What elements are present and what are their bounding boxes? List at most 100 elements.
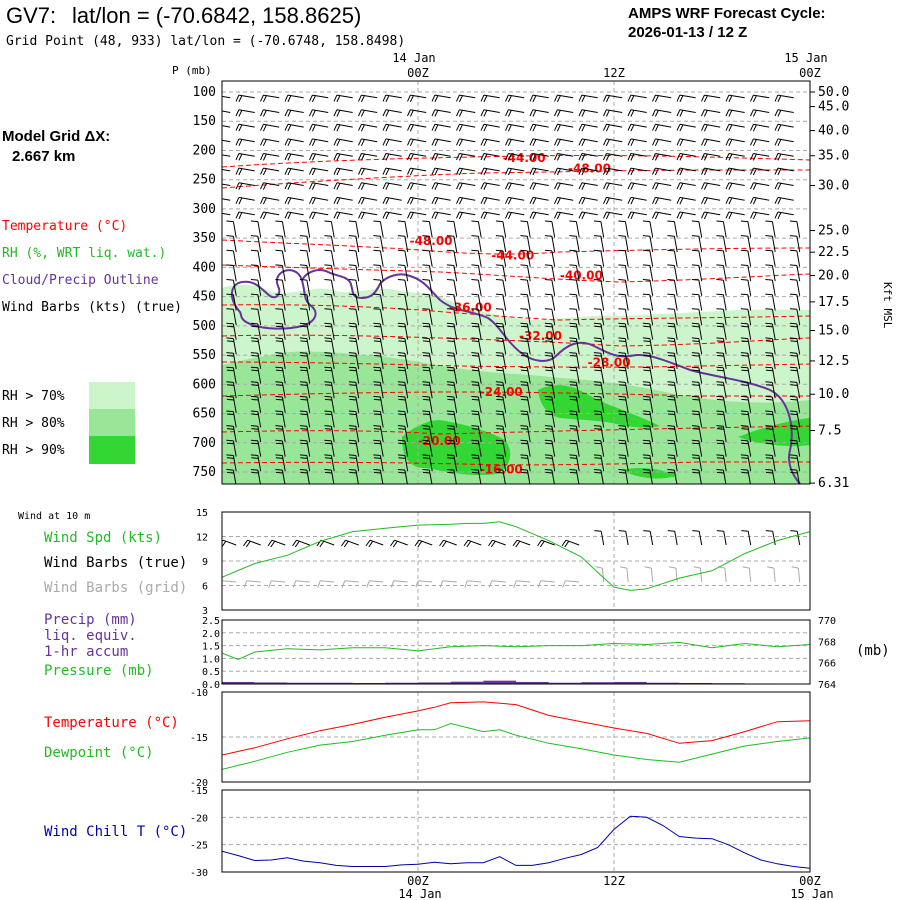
upper-wind-barb: [554, 182, 574, 190]
upper-wind-barb: [642, 322, 654, 340]
upper-wind-barb: [520, 395, 531, 413]
upper-wind-barb: [324, 395, 335, 413]
upper-wind-barb: [431, 153, 451, 161]
upper-wind-barb: [348, 279, 360, 296]
upper-wind-barb: [544, 410, 556, 428]
upper-wind-barb: [789, 469, 800, 484]
upper-wind-barb: [789, 366, 801, 384]
upper-wind-barb: [520, 469, 531, 484]
upper-wind-barb: [446, 308, 458, 326]
upper-wind-barb: [495, 220, 507, 238]
upper-wind-barb: [235, 94, 255, 103]
upper-wind-barb: [789, 395, 801, 413]
upper-wind-barb: [691, 410, 703, 428]
upper-wind-barb: [740, 469, 751, 484]
upper-wind-barb: [765, 264, 776, 282]
upper-wind-barb: [446, 439, 458, 457]
windchill-frame: [221, 789, 811, 873]
upper-wind-barb: [618, 322, 629, 340]
panel-tick-label: 12: [196, 533, 208, 544]
upper-wind-barb: [250, 439, 262, 457]
upper-wind-barb: [716, 469, 727, 484]
upper-wind-barb: [333, 123, 353, 132]
upper-wind-barb: [284, 109, 304, 117]
isotherm-label: -24.00: [480, 385, 523, 399]
upper-wind-barb: [275, 410, 286, 428]
upper-wind-barb: [652, 153, 672, 161]
upper-wind-barb: [495, 352, 507, 369]
grid-wind-barb: [644, 566, 654, 583]
upper-wind-barb: [569, 469, 580, 484]
upper-wind-barb: [716, 264, 727, 282]
upper-wind-barb: [226, 366, 237, 384]
upper-wind-barb: [642, 264, 654, 282]
upper-wind-barb: [529, 123, 549, 132]
upper-wind-barb: [309, 182, 329, 190]
upper-wind-barb: [299, 220, 311, 238]
legend-rh: RH (%, WRT liq. wat.): [2, 246, 166, 261]
upper-wind-barb: [348, 454, 360, 472]
upper-wind-barb: [260, 153, 280, 161]
upper-wind-barb: [422, 366, 433, 384]
upper-wind-barb: [618, 395, 629, 413]
upper-wind-barb: [691, 220, 703, 238]
grid-wind-barb: [791, 566, 801, 583]
sfc-wind-barb: [243, 539, 261, 548]
upper-wind-barb: [480, 211, 500, 220]
upper-wind-barb: [765, 366, 776, 384]
upper-wind-barb: [544, 220, 556, 238]
upper-wind-barb: [299, 454, 311, 472]
upper-wind-barb: [652, 182, 672, 190]
upper-wind-barb: [740, 235, 752, 253]
upper-wind-barb: [284, 182, 304, 190]
upper-wind-barb: [774, 153, 794, 161]
upper-wind-barb: [373, 249, 384, 267]
upper-wind-barb: [299, 381, 311, 399]
upper-wind-barb: [456, 138, 476, 147]
upper-wind-barb: [226, 469, 237, 484]
pressure-tick-label: 450: [193, 290, 216, 305]
upper-wind-barb: [529, 211, 549, 220]
upper-wind-barb: [627, 94, 647, 103]
upper-wind-barb: [275, 454, 286, 472]
upper-wind-barb: [456, 94, 476, 103]
upper-wind-barb: [716, 293, 727, 311]
bottom-time-label: 12Z: [603, 874, 625, 888]
upper-wind-barb: [569, 410, 580, 428]
upper-wind-barb: [226, 249, 237, 267]
upper-wind-barb: [667, 410, 678, 428]
upper-wind-barb: [652, 196, 672, 205]
upper-wind-barb: [299, 235, 311, 253]
upper-wind-barb: [358, 138, 378, 147]
upper-wind-barb: [373, 220, 384, 238]
upper-wind-barb: [324, 381, 335, 399]
upper-wind-barb: [348, 220, 360, 238]
upper-wind-barb: [226, 410, 237, 428]
upper-wind-barb: [652, 167, 672, 176]
sfc-wind-barb: [488, 539, 506, 548]
upper-wind-barb: [691, 366, 703, 384]
upper-wind-barb: [765, 279, 776, 296]
pressure-tick-label: 764: [818, 680, 836, 691]
upper-wind-barb: [333, 167, 353, 176]
temperature-series: [222, 701, 810, 756]
upper-wind-barb: [407, 182, 427, 190]
upper-wind-barb: [275, 425, 286, 443]
wind-speed-series: [222, 521, 810, 591]
upper-wind-barb: [544, 469, 555, 484]
upper-wind-barb: [422, 352, 433, 369]
temperature-panel: -10 -15 -20: [190, 688, 811, 789]
upper-wind-barb: [578, 153, 598, 161]
upper-wind-barb: [740, 279, 752, 296]
precip-pressure-frame: [221, 619, 811, 685]
upper-wind-barb: [789, 293, 801, 311]
upper-wind-barb: [373, 410, 384, 428]
upper-wind-barb: [505, 182, 525, 190]
upper-wind-barb: [397, 235, 409, 253]
sfc-wind-barb: [618, 530, 629, 546]
upper-wind-barb: [627, 109, 647, 117]
upper-wind-barb: [593, 381, 605, 399]
upper-wind-barb: [774, 167, 794, 176]
upper-wind-barb: [324, 352, 335, 369]
upper-wind-barb: [627, 211, 647, 220]
